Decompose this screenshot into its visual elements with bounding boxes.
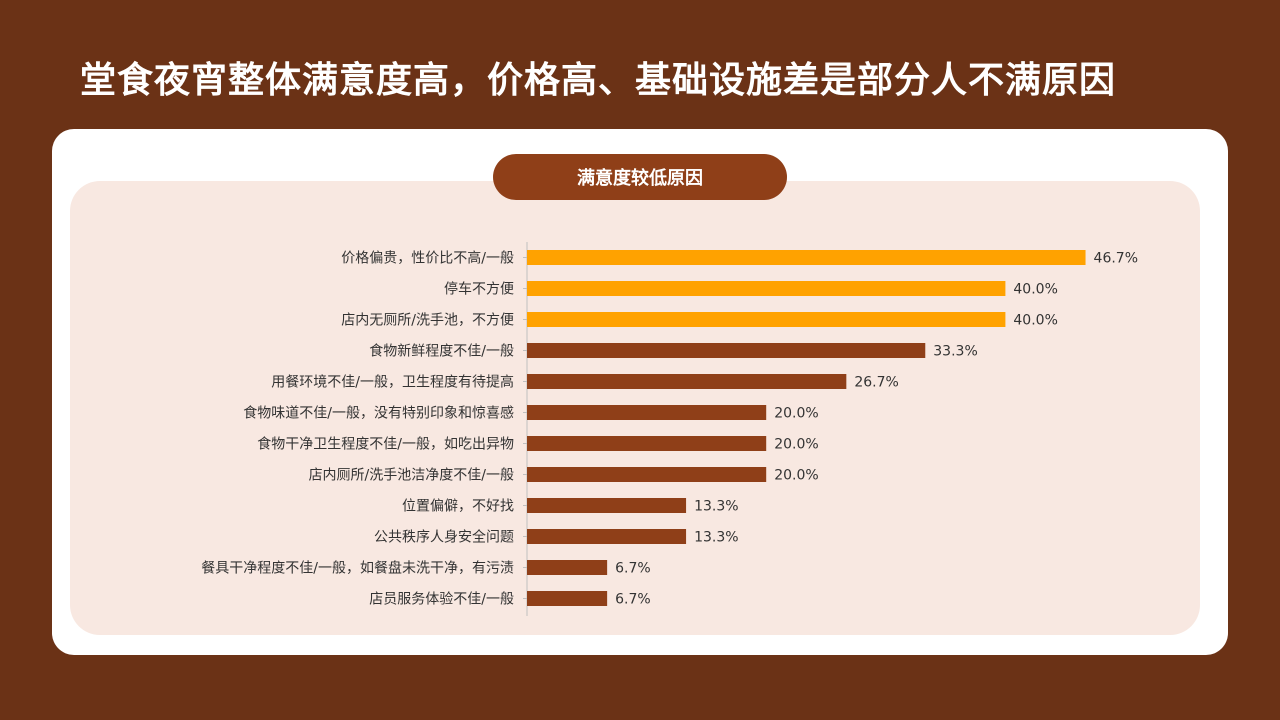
bar xyxy=(527,374,847,389)
bar xyxy=(527,436,767,451)
section-label-pill: 满意度较低原因 xyxy=(493,154,787,200)
category-label: 餐具干净程度不佳/一般，如餐盘未洗干净，有污渍 xyxy=(201,560,514,577)
category-label: 价格偏贵，性价比不高/一般 xyxy=(341,250,514,267)
data-label: 20.0% xyxy=(774,437,818,453)
category-label: 食物干净卫生程度不佳/一般，如吃出异物 xyxy=(257,436,514,453)
category-label: 店内无厕所/洗手池，不方便 xyxy=(341,313,514,329)
data-label: 33.3% xyxy=(933,344,977,360)
data-label: 13.3% xyxy=(694,499,738,515)
bar xyxy=(527,343,926,358)
data-label: 26.7% xyxy=(854,375,898,391)
data-label: 20.0% xyxy=(774,406,818,422)
bar xyxy=(527,529,687,544)
bar xyxy=(527,467,767,482)
data-label: 6.7% xyxy=(615,561,651,577)
page-title: 堂食夜宵整体满意度高，价格高、基础设施差是部分人不满原因 xyxy=(80,60,1117,101)
bar xyxy=(527,405,767,420)
bar xyxy=(527,591,608,606)
category-label: 停车不方便 xyxy=(444,281,514,298)
bar xyxy=(527,498,687,513)
data-label: 46.7% xyxy=(1094,251,1138,267)
data-label: 13.3% xyxy=(694,530,738,546)
bar xyxy=(527,560,608,575)
data-label: 40.0% xyxy=(1013,282,1057,298)
category-label: 店内厕所/洗手池洁净度不佳/一般 xyxy=(309,468,514,484)
bar xyxy=(527,281,1006,296)
data-label: 20.0% xyxy=(774,468,818,484)
category-label: 公共秩序人身安全问题 xyxy=(374,529,514,546)
data-label: 40.0% xyxy=(1013,313,1057,329)
category-label: 店员服务体验不佳/一般 xyxy=(369,592,514,608)
category-label: 用餐环境不佳/一般，卫生程度有待提高 xyxy=(271,374,514,391)
data-label: 6.7% xyxy=(615,592,651,608)
category-label: 食物味道不佳/一般，没有特别印象和惊喜感 xyxy=(243,405,514,422)
category-label: 位置偏僻，不好找 xyxy=(402,499,514,515)
category-label: 食物新鲜程度不佳/一般 xyxy=(369,343,514,360)
bar xyxy=(527,250,1086,265)
bar xyxy=(527,312,1006,327)
content-card: 满意度较低原因 xyxy=(52,129,1228,655)
